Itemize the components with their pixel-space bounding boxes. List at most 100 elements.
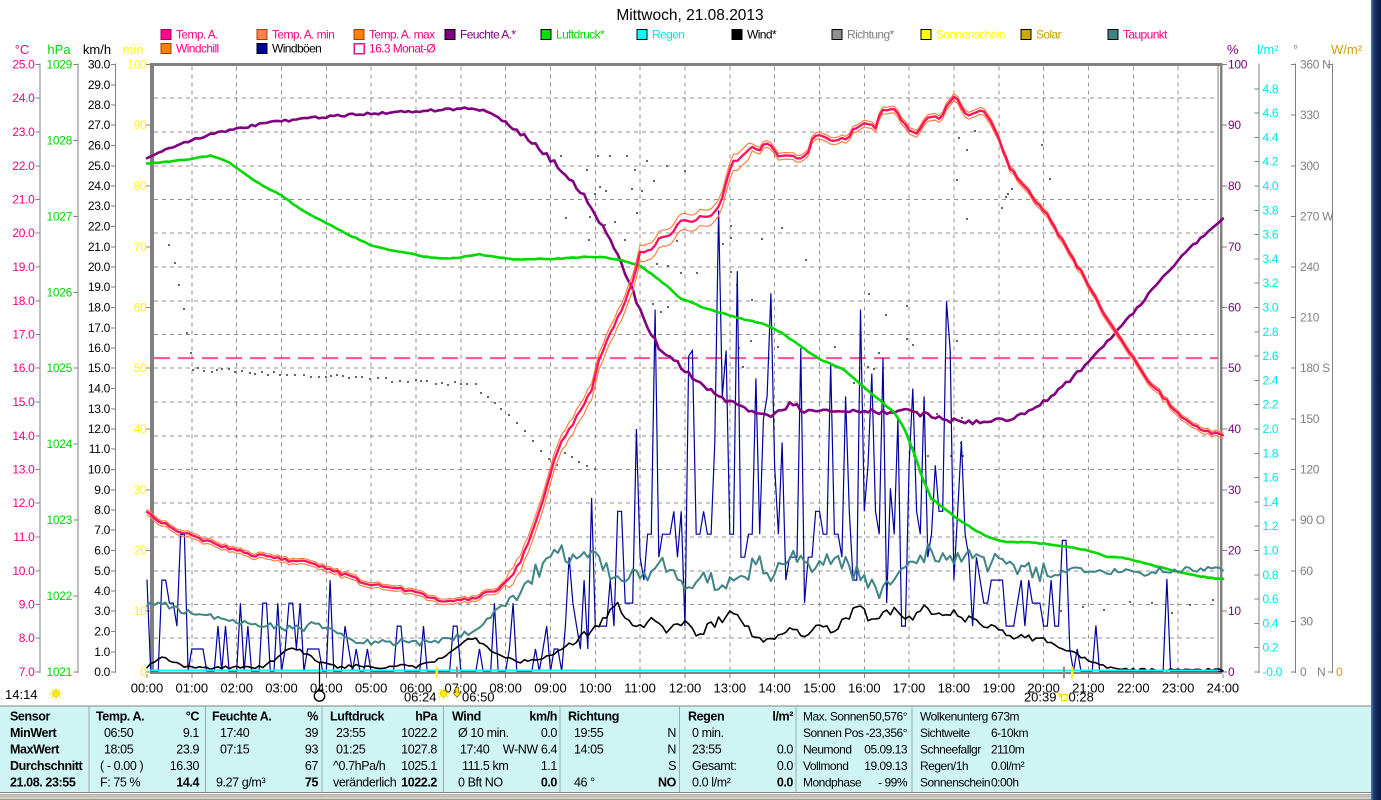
svg-text:1022: 1022 — [47, 589, 73, 603]
svg-text:1029: 1029 — [47, 58, 73, 72]
svg-text:210: 210 — [1300, 311, 1320, 325]
svg-text:4.8: 4.8 — [1263, 82, 1279, 96]
svg-text:km/h: km/h — [83, 42, 111, 57]
svg-text:16.30: 16.30 — [170, 759, 200, 773]
svg-text:14:00: 14:00 — [758, 681, 791, 696]
svg-text:7.0: 7.0 — [19, 665, 35, 679]
svg-text:hPa: hPa — [415, 710, 438, 724]
svg-text:19:55: 19:55 — [574, 726, 604, 740]
svg-text:300: 300 — [1300, 159, 1320, 173]
svg-text:%: % — [1227, 42, 1239, 57]
svg-text:W-NW 6.4: W-NW 6.4 — [503, 743, 558, 757]
svg-text:50,576°: 50,576° — [869, 710, 908, 724]
svg-text:1.4: 1.4 — [1263, 495, 1279, 509]
svg-text:01:00: 01:00 — [176, 681, 209, 696]
svg-text:°C: °C — [15, 42, 30, 57]
svg-text:0: 0 — [1300, 665, 1307, 679]
svg-text:4.0: 4.0 — [1263, 179, 1279, 193]
svg-text:24:00: 24:00 — [1207, 681, 1240, 696]
svg-text:23:00: 23:00 — [1162, 681, 1195, 696]
svg-text:3.2: 3.2 — [1263, 276, 1279, 290]
svg-text:23:55: 23:55 — [692, 743, 722, 757]
svg-text:17.0: 17.0 — [12, 328, 35, 342]
svg-text:min: min — [123, 42, 144, 57]
svg-text:9.0: 9.0 — [94, 483, 110, 497]
svg-text:2.2: 2.2 — [1263, 398, 1279, 412]
svg-text:2110m: 2110m — [991, 743, 1025, 757]
svg-text:03:00: 03:00 — [265, 681, 298, 696]
svg-text:20.0: 20.0 — [12, 226, 35, 240]
svg-text:Temp. A.: Temp. A. — [176, 28, 218, 42]
svg-text:28.0: 28.0 — [88, 98, 111, 112]
svg-text:l/m²: l/m² — [1257, 42, 1279, 57]
svg-text:Temp. A. max: Temp. A. max — [369, 28, 435, 42]
svg-text:0.6: 0.6 — [1263, 592, 1279, 606]
svg-text:MaxWert: MaxWert — [10, 743, 60, 757]
svg-text:km/h: km/h — [529, 710, 557, 724]
svg-text:90 O: 90 O — [1300, 513, 1325, 527]
svg-text:06:50: 06:50 — [104, 726, 134, 740]
svg-text:13.0: 13.0 — [12, 463, 35, 477]
svg-text:17:00: 17:00 — [893, 681, 926, 696]
svg-text:06:24: 06:24 — [404, 690, 437, 705]
svg-text:3.8: 3.8 — [1263, 203, 1279, 217]
svg-text:24.0: 24.0 — [88, 179, 111, 193]
svg-text:0:28: 0:28 — [1069, 690, 1094, 705]
svg-text:W/m²: W/m² — [1331, 42, 1363, 57]
svg-text:07:15: 07:15 — [220, 743, 250, 757]
svg-text:93: 93 — [305, 743, 319, 757]
svg-text:05:00: 05:00 — [355, 681, 388, 696]
svg-text:Taupunkt: Taupunkt — [1123, 28, 1168, 42]
svg-text:9.1: 9.1 — [183, 726, 200, 740]
svg-text:0.0: 0.0 — [541, 726, 558, 740]
svg-text:60: 60 — [1300, 564, 1313, 578]
svg-text:Sichtweite: Sichtweite — [920, 726, 971, 740]
svg-text:20: 20 — [134, 544, 147, 558]
svg-text:hPa: hPa — [47, 42, 71, 57]
svg-text:24.0: 24.0 — [12, 91, 35, 105]
svg-text:14:14: 14:14 — [5, 687, 38, 702]
svg-text:14:05: 14:05 — [574, 743, 604, 757]
svg-text:19.0: 19.0 — [12, 260, 35, 274]
svg-text:2.0: 2.0 — [94, 625, 110, 639]
svg-text:06:50: 06:50 — [462, 690, 495, 705]
svg-text:4.6: 4.6 — [1263, 106, 1279, 120]
svg-text:270 W: 270 W — [1300, 209, 1334, 223]
svg-text:21:00: 21:00 — [1072, 681, 1105, 696]
svg-text:10: 10 — [1228, 604, 1241, 618]
svg-text:19:00: 19:00 — [983, 681, 1016, 696]
svg-text:22.0: 22.0 — [88, 220, 111, 234]
svg-text:^0.7hPa/h: ^0.7hPa/h — [333, 759, 386, 773]
svg-text:Windchill: Windchill — [176, 42, 219, 56]
svg-text:-0.0: -0.0 — [1263, 665, 1283, 679]
svg-text:00:00: 00:00 — [131, 681, 164, 696]
svg-text:70: 70 — [1228, 240, 1241, 254]
svg-text:Feuchte A.: Feuchte A. — [212, 710, 271, 724]
svg-text:18:00: 18:00 — [938, 681, 971, 696]
svg-text:40: 40 — [134, 422, 147, 436]
svg-text:8.0: 8.0 — [19, 631, 35, 645]
svg-text:2.8: 2.8 — [1263, 325, 1279, 339]
svg-text:N: N — [667, 743, 676, 757]
svg-text:12.0: 12.0 — [88, 422, 111, 436]
svg-text:Sonnenschein: Sonnenschein — [936, 28, 1005, 42]
svg-text:21.0: 21.0 — [12, 193, 35, 207]
svg-text:7.0: 7.0 — [94, 523, 110, 537]
svg-text:2.4: 2.4 — [1263, 373, 1279, 387]
svg-text:10.0: 10.0 — [12, 564, 35, 578]
svg-text:360 N: 360 N — [1300, 58, 1331, 72]
svg-text:0.8: 0.8 — [1263, 568, 1279, 582]
svg-text:673m: 673m — [991, 710, 1020, 724]
svg-text:Sonnen Pos: Sonnen Pos — [803, 726, 864, 740]
svg-text:12:00: 12:00 — [669, 681, 702, 696]
svg-text:12.0: 12.0 — [12, 496, 35, 510]
svg-text:- 99%: - 99% — [878, 776, 908, 790]
svg-text:0.0: 0.0 — [777, 776, 794, 790]
svg-text:Solar: Solar — [1036, 28, 1062, 42]
svg-text:02:00: 02:00 — [220, 681, 253, 696]
svg-text:2.6: 2.6 — [1263, 349, 1279, 363]
svg-text:Richtung*: Richtung* — [847, 28, 895, 42]
svg-text:MinWert: MinWert — [10, 726, 58, 740]
svg-text:10.0: 10.0 — [88, 463, 111, 477]
svg-text:0.0: 0.0 — [777, 743, 794, 757]
